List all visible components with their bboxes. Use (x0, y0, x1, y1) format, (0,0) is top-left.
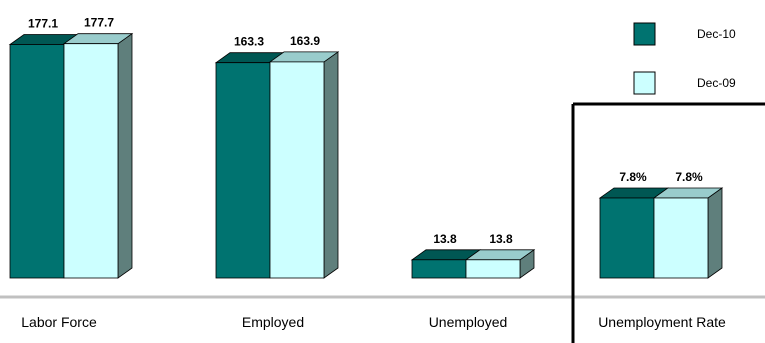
value-labels: 177.1 177.7 163.3 163.9 13.8 13.8 7.8% 7.8% (28, 16, 703, 246)
value-label-dec-09-employed: 163.9 (290, 34, 320, 48)
legend: Dec-10 Dec-09 (633, 22, 736, 95)
bar-side-unemployment-rate (707, 187, 723, 279)
bar-dec-10-employed (215, 62, 271, 279)
value-label-dec-10-unemployed: 13.8 (433, 232, 457, 246)
bar-dec-10-labor-force (9, 44, 65, 279)
value-label-dec-10-employed: 163.3 (234, 35, 264, 49)
category-label-employed: Employed (242, 314, 304, 330)
bar-dec-10-unemployment-rate (599, 197, 655, 279)
bar-side-labor-force (117, 32, 133, 279)
bar-dec-10-unemployed (411, 259, 467, 279)
legend-swatch-dec-09 (633, 71, 656, 95)
value-label-dec-09-unemployed: 13.8 (489, 232, 513, 246)
category-label-unemployment-rate: Unemployment Rate (598, 314, 726, 330)
category-label-labor-force: Labor Force (21, 314, 97, 330)
bar-dec-09-employed (269, 61, 325, 279)
unemployment-rate-frame (571, 102, 765, 343)
bar-dec-09-unemployment-rate (653, 197, 709, 279)
legend-label-dec-09: Dec-09 (697, 76, 736, 90)
category-label-unemployed: Unemployed (429, 314, 508, 330)
legend-label-dec-10: Dec-10 (697, 27, 736, 41)
value-label-dec-10-unemployment-rate: 7.8% (619, 170, 647, 184)
value-label-dec-09-labor-force: 177.7 (84, 16, 114, 30)
value-label-dec-09-unemployment-rate: 7.8% (675, 170, 703, 184)
bar-dec-09-labor-force (63, 43, 119, 279)
value-label-dec-10-labor-force: 177.1 (28, 16, 58, 30)
category-labels: Labor Force Employed Unemployed Unemploymen… (21, 314, 726, 330)
bars-layer (8, 32, 724, 279)
bar-dec-09-unemployed (465, 259, 521, 279)
legend-swatch-dec-10 (633, 22, 656, 46)
bar-side-employed (323, 51, 339, 279)
